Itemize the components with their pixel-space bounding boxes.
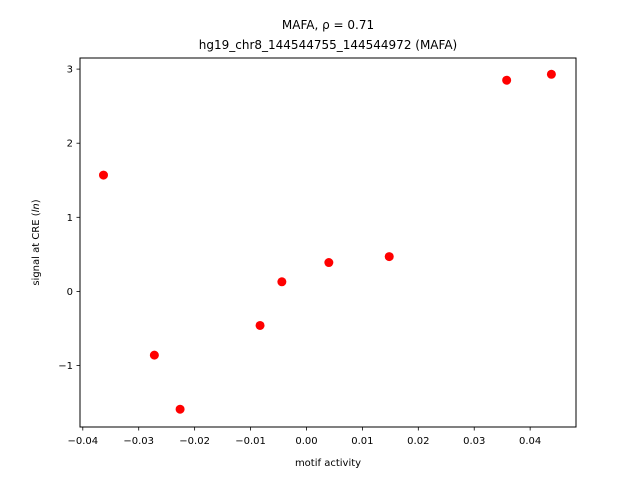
x-axis-label: motif activity [295,458,361,469]
data-point [175,404,185,414]
data-point [255,320,265,330]
x-tick-label: −0.02 [179,436,210,447]
chart-title-line1: MAFA, ρ = 0.71 [282,18,374,32]
chart-title-line2: hg19_chr8_144544755_144544972 (MAFA) [199,38,457,52]
y-tick-label: 0 [67,287,73,298]
x-tick-label: 0.03 [463,436,485,447]
x-tick-label: 0.00 [295,436,317,447]
y-tick-label: 1 [67,213,73,224]
data-point [149,350,159,360]
x-axis-ticks: −0.04 −0.03 −0.02 −0.01 0.00 0.01 0.02 0.03 0.04 [67,427,541,447]
x-tick-label: 0.02 [407,436,429,447]
y-axis-ticks: −1 0 1 2 3 [58,65,80,372]
x-tick-label: 0.01 [351,436,373,447]
data-point [384,252,394,262]
y-tick-label: 3 [67,65,73,76]
data-point [502,75,512,85]
x-tick-label: 0.04 [519,436,541,447]
plot-frame [79,57,577,428]
y-tick-label: 2 [67,139,73,150]
x-tick-label: −0.01 [235,436,266,447]
data-point [324,258,334,268]
x-tick-label: −0.04 [67,436,98,447]
y-tick-label: −1 [58,361,73,372]
data-point [546,69,556,79]
data-point [277,277,287,287]
data-point [98,170,108,180]
y-axis-label: signal at CRE (ln) [31,199,42,285]
data-points [98,69,556,414]
x-tick-label: −0.03 [123,436,154,447]
